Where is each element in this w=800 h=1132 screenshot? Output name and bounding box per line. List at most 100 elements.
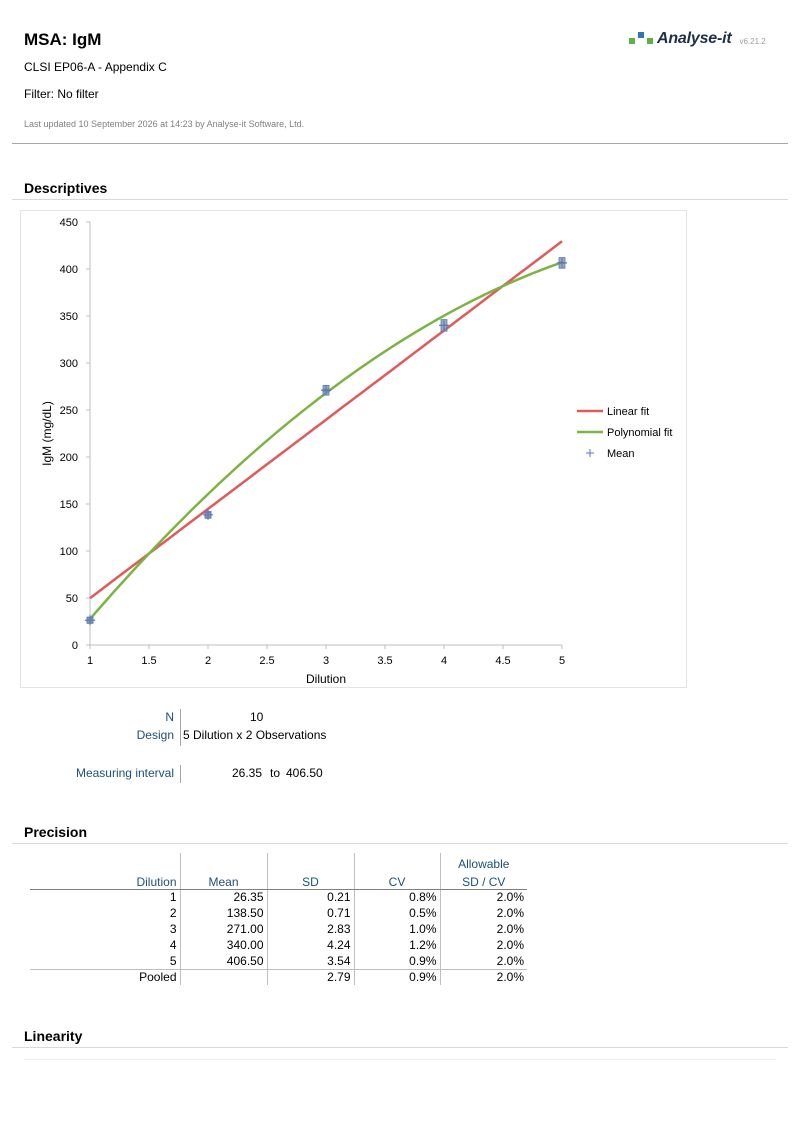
x-tick-label: 4.5 xyxy=(495,655,510,667)
cell-dilution: 1 xyxy=(169,890,177,905)
header-allowable-sd-cv: SD / CV xyxy=(439,871,527,890)
table-row: 4 340.00 4.24 1.2% 2.0% xyxy=(30,937,527,953)
y-tick-label: 450 xyxy=(60,217,78,229)
interval-divider xyxy=(180,765,181,783)
legend-swatch xyxy=(586,449,594,457)
polynomial-fit-line xyxy=(89,261,563,620)
cell-dilution: Pooled xyxy=(30,968,180,985)
section-divider-linearity xyxy=(12,1047,788,1048)
page-title: MSA: IgM xyxy=(24,30,102,49)
header-divider xyxy=(12,143,788,144)
cell-mean: 340.00 xyxy=(179,937,267,953)
cell-mean: 26.35 xyxy=(179,889,267,905)
section-divider-descriptives xyxy=(12,199,788,200)
mean-point xyxy=(321,385,331,396)
design-label: Design xyxy=(136,728,174,742)
mean-point xyxy=(203,509,213,520)
table-row: 3 271.00 2.83 1.0% 2.0% xyxy=(30,921,527,937)
measuring-interval-label: Measuring interval xyxy=(75,766,174,780)
y-tick-label: 50 xyxy=(66,593,78,605)
cell-sd: 0.71 xyxy=(266,905,354,921)
x-tick-label: 3 xyxy=(323,655,329,667)
version-label: v6.21.2 xyxy=(739,36,766,46)
table-row: 2 138.50 0.71 0.5% 2.0% xyxy=(30,905,527,921)
y-tick-label: 400 xyxy=(60,264,78,276)
header-cv: CV xyxy=(353,871,440,890)
y-tick-label: 250 xyxy=(60,405,78,417)
legend-label: Polynomial fit xyxy=(607,427,672,439)
cell-cv: 0.8% xyxy=(353,889,440,905)
y-axis-title: IgM (mg/dL) xyxy=(40,401,54,466)
x-tick-label: 1.5 xyxy=(141,655,156,667)
table-row: 1 26.35 0.21 0.8% 2.0% xyxy=(30,889,527,905)
cell-sd: 4.24 xyxy=(266,937,354,953)
cell-dilution: 5 xyxy=(169,953,177,968)
legend-label: Mean xyxy=(607,448,635,460)
y-tick-label: 150 xyxy=(60,499,78,511)
cell-cv: 1.0% xyxy=(353,921,440,937)
chart-legend: Linear fit Polynomial fit Mean xyxy=(577,406,672,460)
section-divider-precision xyxy=(12,843,788,844)
cell-mean: 138.50 xyxy=(179,905,267,921)
cell-dilution: 3 xyxy=(169,922,177,936)
cell-sd: 3.54 xyxy=(266,953,354,969)
cell-mean: 271.00 xyxy=(179,921,267,937)
cell-allowable: 2.0% xyxy=(439,937,527,953)
legend-label: Linear fit xyxy=(607,406,649,418)
x-tick-label: 5 xyxy=(559,655,565,667)
mean-point xyxy=(557,257,567,268)
measuring-interval-high: 406.50 xyxy=(286,766,323,780)
descriptives-divider xyxy=(180,709,181,746)
cell-mean xyxy=(179,968,267,985)
linear-fit-line xyxy=(89,240,563,600)
precision-table: Allowable Dilution Mean SD CV SD / CV 1 … xyxy=(30,853,527,985)
y-tick-label: 350 xyxy=(60,311,78,323)
cell-allowable: 2.0% xyxy=(439,921,527,937)
y-tick-label: 0 xyxy=(72,640,78,652)
section-subdivider-linearity xyxy=(24,1059,776,1060)
cell-allowable: 2.0% xyxy=(439,968,527,985)
section-title-precision: Precision xyxy=(24,824,88,840)
last-updated-text: Last updated 10 September 2026 at 14:23 … xyxy=(24,119,305,129)
design-value: 5 Dilution x 2 Observations xyxy=(183,728,327,742)
cell-dilution: 4 xyxy=(169,938,177,952)
x-tick-label: 1 xyxy=(87,655,93,667)
x-tick-label: 2 xyxy=(205,655,211,667)
n-label: N xyxy=(165,710,174,724)
n-value: 10 xyxy=(250,710,264,724)
cell-cv: 0.5% xyxy=(353,905,440,921)
page-subtitle: CLSI EP06-A - Appendix C xyxy=(24,60,167,74)
measuring-interval-to: to xyxy=(270,766,281,780)
cell-allowable: 2.0% xyxy=(439,889,527,905)
cell-sd: 2.83 xyxy=(266,921,354,937)
section-title-linearity: Linearity xyxy=(24,1028,83,1044)
x-tick-label: 2.5 xyxy=(259,655,274,667)
table-row-pooled: Pooled 2.79 0.9% 2.0% xyxy=(30,968,527,985)
mean-point xyxy=(439,320,449,331)
scatter-chart: 0 50 100 150 200 250 300 350 400 450 1 1.5 2 2.5 3 3.5… xyxy=(20,210,687,688)
y-tick-label: 200 xyxy=(60,452,78,464)
y-tick-label: 100 xyxy=(60,546,78,558)
cell-sd: 0.21 xyxy=(266,889,354,905)
table-row: 5 406.50 3.54 0.9% 2.0% xyxy=(30,953,527,969)
logo-text: Analyse-it xyxy=(657,30,732,47)
chart-canvas: 0 50 100 150 200 250 300 350 400 450 1 1.5 2 2.5 3 3.5… xyxy=(40,217,672,686)
cell-mean: 406.50 xyxy=(179,953,267,969)
analyse-it-logo: Analyse-it v6.21.2 xyxy=(628,30,766,48)
measuring-interval-low: 26.35 xyxy=(232,766,263,780)
cell-cv: 0.9% xyxy=(353,953,440,969)
y-tick-label: 300 xyxy=(60,358,78,370)
mean-point xyxy=(85,615,95,626)
header-mean: Mean xyxy=(179,871,267,890)
logo-squares-icon xyxy=(629,32,653,44)
cell-allowable: 2.0% xyxy=(439,905,527,921)
header-sd: SD xyxy=(266,871,354,890)
header-allowable: Allowable xyxy=(439,853,527,871)
cell-dilution: 2 xyxy=(169,906,177,920)
x-tick-label: 3.5 xyxy=(377,655,392,667)
header-dilution: Dilution xyxy=(30,871,180,890)
cell-cv: 1.2% xyxy=(353,937,440,953)
cell-cv: 0.9% xyxy=(353,968,440,985)
x-axis-title: Dilution xyxy=(306,672,346,686)
section-title-descriptives: Descriptives xyxy=(24,180,108,196)
